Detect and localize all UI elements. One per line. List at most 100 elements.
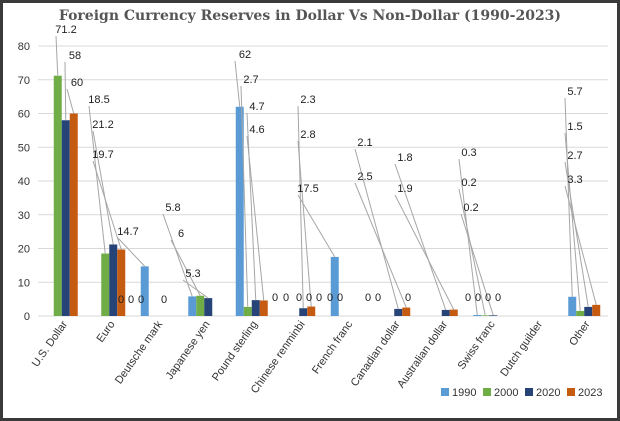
data-label: 2.7 bbox=[243, 74, 258, 86]
bar-1990-pound-sterling bbox=[235, 106, 244, 316]
data-label: 0 bbox=[306, 292, 312, 304]
bar-2023-u-s-dollar bbox=[69, 113, 78, 316]
data-label: 4.6 bbox=[249, 124, 264, 136]
bar-1990-swiss-franc bbox=[473, 314, 482, 316]
bar-2020-japanese-yen bbox=[204, 298, 213, 316]
data-label: 2.1 bbox=[357, 137, 372, 149]
leader-line bbox=[117, 237, 146, 267]
data-label: 62 bbox=[239, 49, 251, 61]
bar-2020-swiss-franc bbox=[489, 315, 498, 316]
bar-2023-euro bbox=[117, 249, 126, 316]
bar-2000-euro bbox=[101, 253, 110, 316]
data-label: 0 bbox=[327, 292, 333, 304]
bar-1990-other bbox=[568, 296, 577, 316]
bar-2000-japanese-yen bbox=[196, 295, 205, 316]
leader-line bbox=[564, 185, 597, 305]
data-label: 2.3 bbox=[300, 94, 315, 106]
leader-line bbox=[246, 112, 257, 301]
category-label: U.S. Dollar bbox=[30, 319, 71, 370]
data-label: 71.2 bbox=[55, 24, 76, 36]
chart-title: Foreign Currency Reserves in Dollar Vs N… bbox=[58, 8, 562, 24]
data-label: 60 bbox=[71, 77, 83, 89]
leader-line bbox=[88, 105, 106, 254]
y-tick-label: 50 bbox=[18, 142, 30, 154]
leader-line bbox=[240, 85, 249, 307]
bar-2020-australian-dollar bbox=[441, 309, 450, 316]
data-label: 0 bbox=[475, 292, 481, 304]
bar-2000-other bbox=[576, 310, 585, 316]
leader-line bbox=[297, 105, 304, 309]
category-label: Swiss franc bbox=[456, 318, 498, 371]
y-tick-label: 0 bbox=[24, 311, 30, 323]
y-tick-label: 80 bbox=[18, 41, 30, 53]
legend-swatch bbox=[525, 388, 533, 396]
bar-1990-deutsche-mark bbox=[140, 266, 149, 316]
data-label: 0 bbox=[272, 292, 278, 304]
bar-1990-french-franc bbox=[330, 256, 339, 316]
category-label: Other bbox=[567, 319, 593, 349]
data-label: 0.2 bbox=[463, 202, 478, 214]
leader-line bbox=[66, 88, 75, 114]
bar-2023-pound-sterling bbox=[259, 300, 268, 316]
data-label: 1.8 bbox=[397, 152, 412, 164]
leader-line bbox=[394, 163, 447, 311]
leader-line bbox=[234, 60, 241, 107]
data-label: 2.5 bbox=[357, 171, 372, 183]
data-label: 17.5 bbox=[297, 183, 318, 195]
data-label: 3.3 bbox=[567, 174, 582, 186]
data-label: 0 bbox=[495, 292, 501, 304]
category-label: Japanese yen bbox=[164, 319, 213, 382]
legend-label: 2023 bbox=[578, 387, 602, 399]
leader-line bbox=[458, 188, 486, 316]
data-label: 0 bbox=[375, 292, 381, 304]
category-label: Euro bbox=[95, 319, 118, 345]
leader-line bbox=[564, 132, 581, 311]
bar-2020-other bbox=[584, 306, 593, 316]
data-label: 14.7 bbox=[117, 226, 138, 238]
bar-2020-u-s-dollar bbox=[61, 120, 70, 316]
data-label: 6 bbox=[178, 228, 184, 240]
y-tick-label: 70 bbox=[18, 75, 30, 87]
legend-label: 1990 bbox=[452, 387, 476, 399]
y-tick-label: 40 bbox=[18, 176, 30, 188]
data-label: 5.8 bbox=[165, 202, 180, 214]
leader-line bbox=[354, 182, 407, 308]
leader-line bbox=[394, 194, 455, 310]
leader-line bbox=[64, 61, 67, 121]
y-tick-label: 60 bbox=[18, 109, 30, 121]
leader-line bbox=[297, 194, 336, 258]
leader-line bbox=[460, 213, 494, 316]
data-label: 0 bbox=[337, 292, 343, 304]
bar-2023-other bbox=[592, 304, 601, 316]
leader-line bbox=[55, 35, 59, 76]
bar-2000-swiss-franc bbox=[481, 315, 490, 316]
leader-line bbox=[564, 161, 589, 307]
y-tick-label: 10 bbox=[18, 277, 30, 289]
data-label: 21.2 bbox=[92, 119, 113, 131]
data-label: 1.5 bbox=[567, 121, 582, 133]
category-label: Chinese renminbi bbox=[249, 319, 308, 396]
legend-swatch bbox=[483, 388, 491, 396]
bar-2020-euro bbox=[109, 244, 118, 316]
data-label: 58 bbox=[69, 50, 81, 62]
data-label: 0.3 bbox=[461, 147, 476, 159]
bar-2000-pound-sterling bbox=[243, 306, 252, 316]
data-label: 1.9 bbox=[397, 183, 412, 195]
leader-line bbox=[92, 130, 114, 245]
data-label: 0 bbox=[161, 294, 167, 306]
bar-2000-u-s-dollar bbox=[53, 75, 62, 316]
data-label: 0 bbox=[118, 294, 124, 306]
bar-2020-pound-sterling bbox=[251, 300, 260, 316]
data-label: 0 bbox=[138, 294, 144, 306]
leader-line bbox=[297, 140, 312, 307]
data-label: 19.7 bbox=[92, 149, 113, 161]
legend-swatch bbox=[567, 388, 575, 396]
category-label: French franc bbox=[310, 318, 356, 376]
leader-line bbox=[246, 135, 265, 301]
data-label: 5.7 bbox=[567, 86, 582, 98]
bar-2023-australian-dollar bbox=[449, 309, 458, 316]
category-label: Pound sterling bbox=[210, 319, 260, 383]
legend-label: 2000 bbox=[494, 387, 518, 399]
category-label: Dutch guilder bbox=[498, 319, 545, 379]
bar-2023-canadian-dollar bbox=[402, 307, 411, 316]
